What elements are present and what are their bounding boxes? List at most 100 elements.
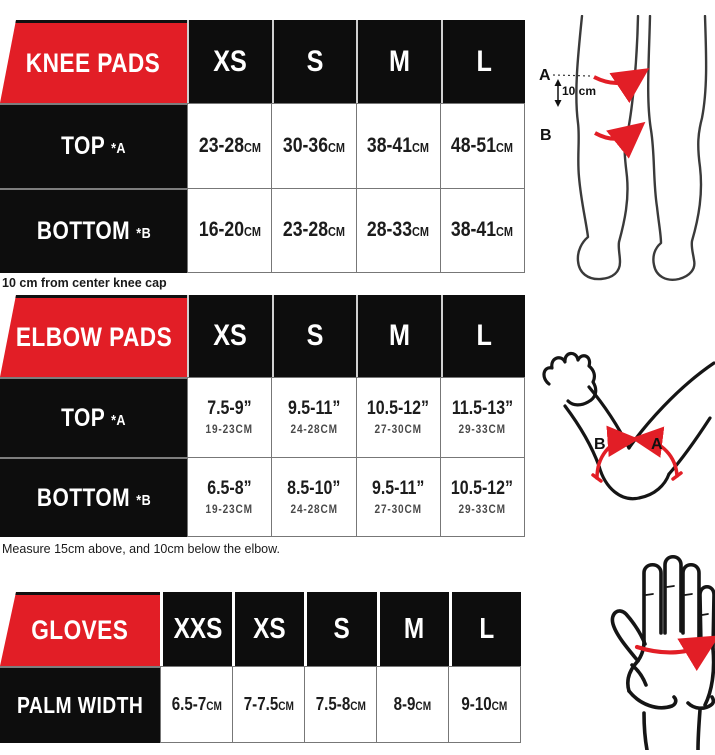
left-wrist-line <box>642 711 649 752</box>
index-finger <box>642 562 663 643</box>
table-cell: 23-28CM <box>187 103 272 188</box>
size-header-l: L <box>448 592 522 666</box>
table-cell: 30-36CM <box>271 103 356 188</box>
gloves-size-table: GLOVES XXS XS S M L PALM WIDTH 6.5-7CM 7… <box>0 592 522 743</box>
knee-title-cell: KNEE PADS <box>0 20 187 103</box>
elbow-curve <box>597 464 671 501</box>
table-cell: 6.5-7CM <box>160 666 232 743</box>
ring-finger <box>681 562 701 641</box>
table-cell: 10.5-12” 27-30CM <box>355 377 440 457</box>
knee-footnote: 10 cm from center knee cap <box>2 276 167 290</box>
size-header-m: M <box>356 295 441 377</box>
elbow-header-row: ELBOW PADS XS S M L <box>0 295 525 377</box>
distance-label: 10 cm <box>562 84 597 98</box>
elbow-measure-arc-b <box>595 425 639 480</box>
table-title: ELBOW PADS <box>15 322 172 352</box>
knee-measurement-diagram <box>533 14 715 288</box>
gloves-title-cell: GLOVES <box>0 592 160 666</box>
left-leg-outline <box>575 14 640 281</box>
measure-point-b-label: B <box>540 127 552 144</box>
elbow-footnote: Measure 15cm above, and 10cm below the e… <box>2 542 280 556</box>
table-cell: 38-41CM <box>439 188 525 273</box>
table-title: GLOVES <box>31 615 129 645</box>
elbow-top-row: TOP *A 7.5-9” 19-23CM 9.5-11” 24-28CM 10.5… <box>0 377 525 457</box>
pinky-finger <box>698 584 715 651</box>
row-label-palm-width: PALM WIDTH <box>0 666 160 743</box>
measure-point-b-label: B <box>594 436 606 453</box>
upper-arm-inner-line <box>627 361 715 450</box>
knee-pads-size-table: KNEE PADS XS S M L TOP *A 23-28CM 30-36C… <box>0 20 525 273</box>
right-leg-outline <box>647 14 708 281</box>
size-header-s: S <box>271 20 356 103</box>
size-header-m: M <box>376 592 449 666</box>
palm-measurement-diagram <box>580 553 715 755</box>
row-label-top: TOP *A <box>0 103 187 188</box>
table-cell: 38-41CM <box>355 103 440 188</box>
footnote-marker-b: *B <box>135 491 151 509</box>
finger-creases <box>645 585 709 616</box>
elbow-measure-arc-a <box>631 426 679 478</box>
footnote-marker-b: *B <box>135 225 151 242</box>
right-wrist-line <box>696 708 702 752</box>
fist-outline <box>542 351 598 407</box>
size-header-xs: XS <box>187 20 272 103</box>
table-cell: 9.5-11” 27-30CM <box>355 457 440 537</box>
gloves-palm-row: PALM WIDTH 6.5-7CM 7-7.5CM 7.5-8CM 8-9CM… <box>0 666 521 743</box>
table-title: KNEE PADS <box>26 47 161 78</box>
table-cell: 8.5-10” 24-28CM <box>271 457 356 537</box>
elbow-title-cell: ELBOW PADS <box>0 295 187 377</box>
size-header-xxs: XXS <box>160 592 233 666</box>
table-cell: 23-28CM <box>271 188 356 273</box>
palm-measure-arrow <box>634 635 715 672</box>
size-header-s: S <box>271 295 356 377</box>
hand-diagram-icon <box>610 554 715 752</box>
leader-line <box>552 74 592 77</box>
row-label-bottom: BOTTOM *B <box>0 457 187 537</box>
thumb-outline <box>610 609 647 663</box>
table-cell: 11.5-13” 29-33CM <box>439 377 525 457</box>
table-cell: 28-33CM <box>355 188 440 273</box>
calf-measure-arrow <box>594 121 646 159</box>
elbow-pads-size-table: ELBOW PADS XS S M L TOP *A 7.5-9” 19-23CM… <box>0 295 525 537</box>
distance-arrow-down <box>554 100 562 107</box>
table-cell: 16-20CM <box>187 188 272 273</box>
arc-a-end-tick <box>671 471 683 481</box>
row-label-top: TOP *A <box>0 377 187 457</box>
table-cell: 7-7.5CM <box>232 666 304 743</box>
gloves-header-row: GLOVES XXS XS S M L <box>0 592 522 666</box>
row-label-bottom: BOTTOM *B <box>0 188 187 273</box>
elbow-bottom-row: BOTTOM *B 6.5-8” 19-23CM 8.5-10” 24-28CM 9… <box>0 457 525 537</box>
size-header-xs: XS <box>232 592 305 666</box>
left-wrist-crease <box>627 689 678 710</box>
table-cell: 9-10CM <box>448 666 521 743</box>
upper-arm-lower-line <box>667 416 712 476</box>
middle-finger <box>663 554 683 635</box>
size-header-l: L <box>440 20 525 103</box>
right-wrist-crease <box>686 695 715 710</box>
knee-bottom-row: BOTTOM *B 16-20CM 23-28CM 28-33CM 38-41C… <box>0 188 525 273</box>
measure-point-a-label: A <box>539 67 551 84</box>
table-cell: 10.5-12” 29-33CM <box>439 457 525 537</box>
size-header-xs: XS <box>187 295 272 377</box>
thigh-measure-arrow <box>593 68 650 104</box>
measure-point-a-label: A <box>651 436 663 453</box>
size-header-s: S <box>304 592 377 666</box>
size-header-m: M <box>356 20 441 103</box>
forearm-bottom-line <box>563 404 601 468</box>
table-cell: 7.5-8CM <box>304 666 376 743</box>
table-cell: 48-51CM <box>439 103 525 188</box>
elbow-diagram-icon <box>542 351 715 501</box>
table-cell: 7.5-9” 19-23CM <box>187 377 272 457</box>
size-header-l: L <box>440 295 525 377</box>
legs-diagram-icon <box>552 14 708 281</box>
table-cell: 8-9CM <box>376 666 448 743</box>
table-cell: 6.5-8” 19-23CM <box>187 457 272 537</box>
knee-header-row: KNEE PADS XS S M L <box>0 20 525 103</box>
knee-top-row: TOP *A 23-28CM 30-36CM 38-41CM 48-51CM <box>0 103 525 188</box>
table-cell: 9.5-11” 24-28CM <box>271 377 356 457</box>
footnote-marker-a: *A <box>111 140 126 157</box>
elbow-measurement-diagram <box>525 330 715 525</box>
distance-arrow-up <box>554 79 562 86</box>
footnote-marker-a: *A <box>111 411 126 429</box>
